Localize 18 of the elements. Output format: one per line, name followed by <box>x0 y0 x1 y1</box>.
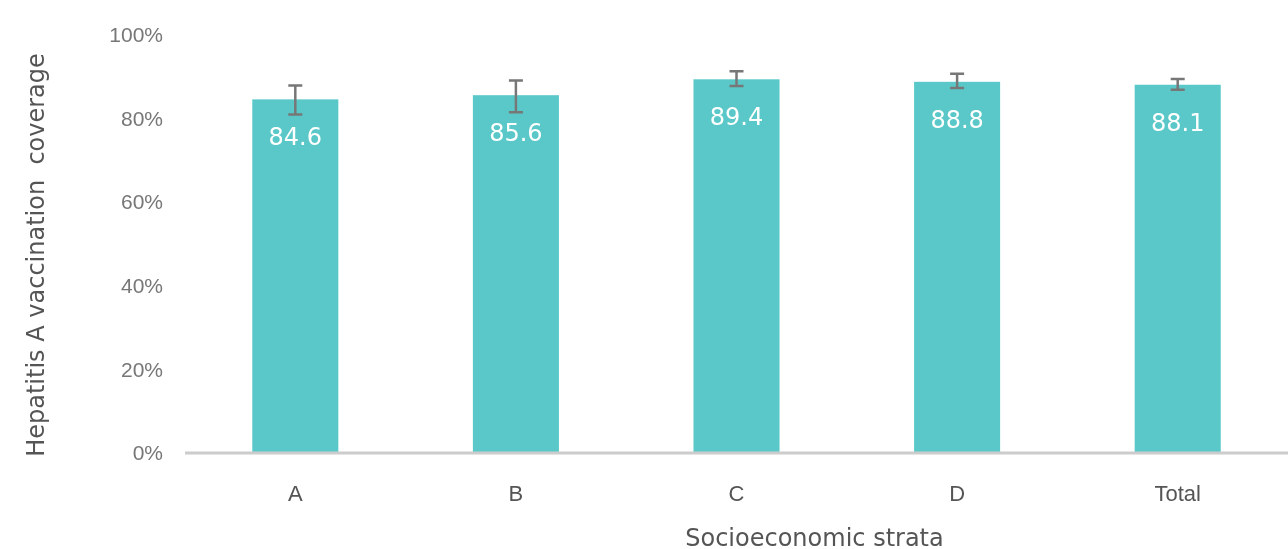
y-axis-title: Hepatitis A vaccination coverage <box>22 53 50 457</box>
x-tick-label: B <box>508 480 524 506</box>
data-label: 84.6 <box>268 123 323 152</box>
x-tick-label: A <box>287 480 303 506</box>
x-tick-label: D <box>949 480 966 506</box>
data-label: 85.6 <box>489 119 543 148</box>
x-tick-label: Total <box>1154 480 1201 506</box>
data-label: 89.4 <box>709 103 764 132</box>
y-tick-label: 80% <box>120 106 163 130</box>
x-axis-title: Socioeconomic strata <box>685 524 944 549</box>
y-tick-label: 100% <box>109 23 163 47</box>
y-tick-label: 0% <box>132 441 163 465</box>
data-label: 88.1 <box>1150 108 1205 137</box>
y-tick-label: 20% <box>120 357 163 381</box>
y-tick-label: 60% <box>120 190 163 214</box>
x-tick-label: C <box>728 480 745 506</box>
y-tick-label: 40% <box>120 274 163 298</box>
data-label: 88.8 <box>930 105 984 134</box>
